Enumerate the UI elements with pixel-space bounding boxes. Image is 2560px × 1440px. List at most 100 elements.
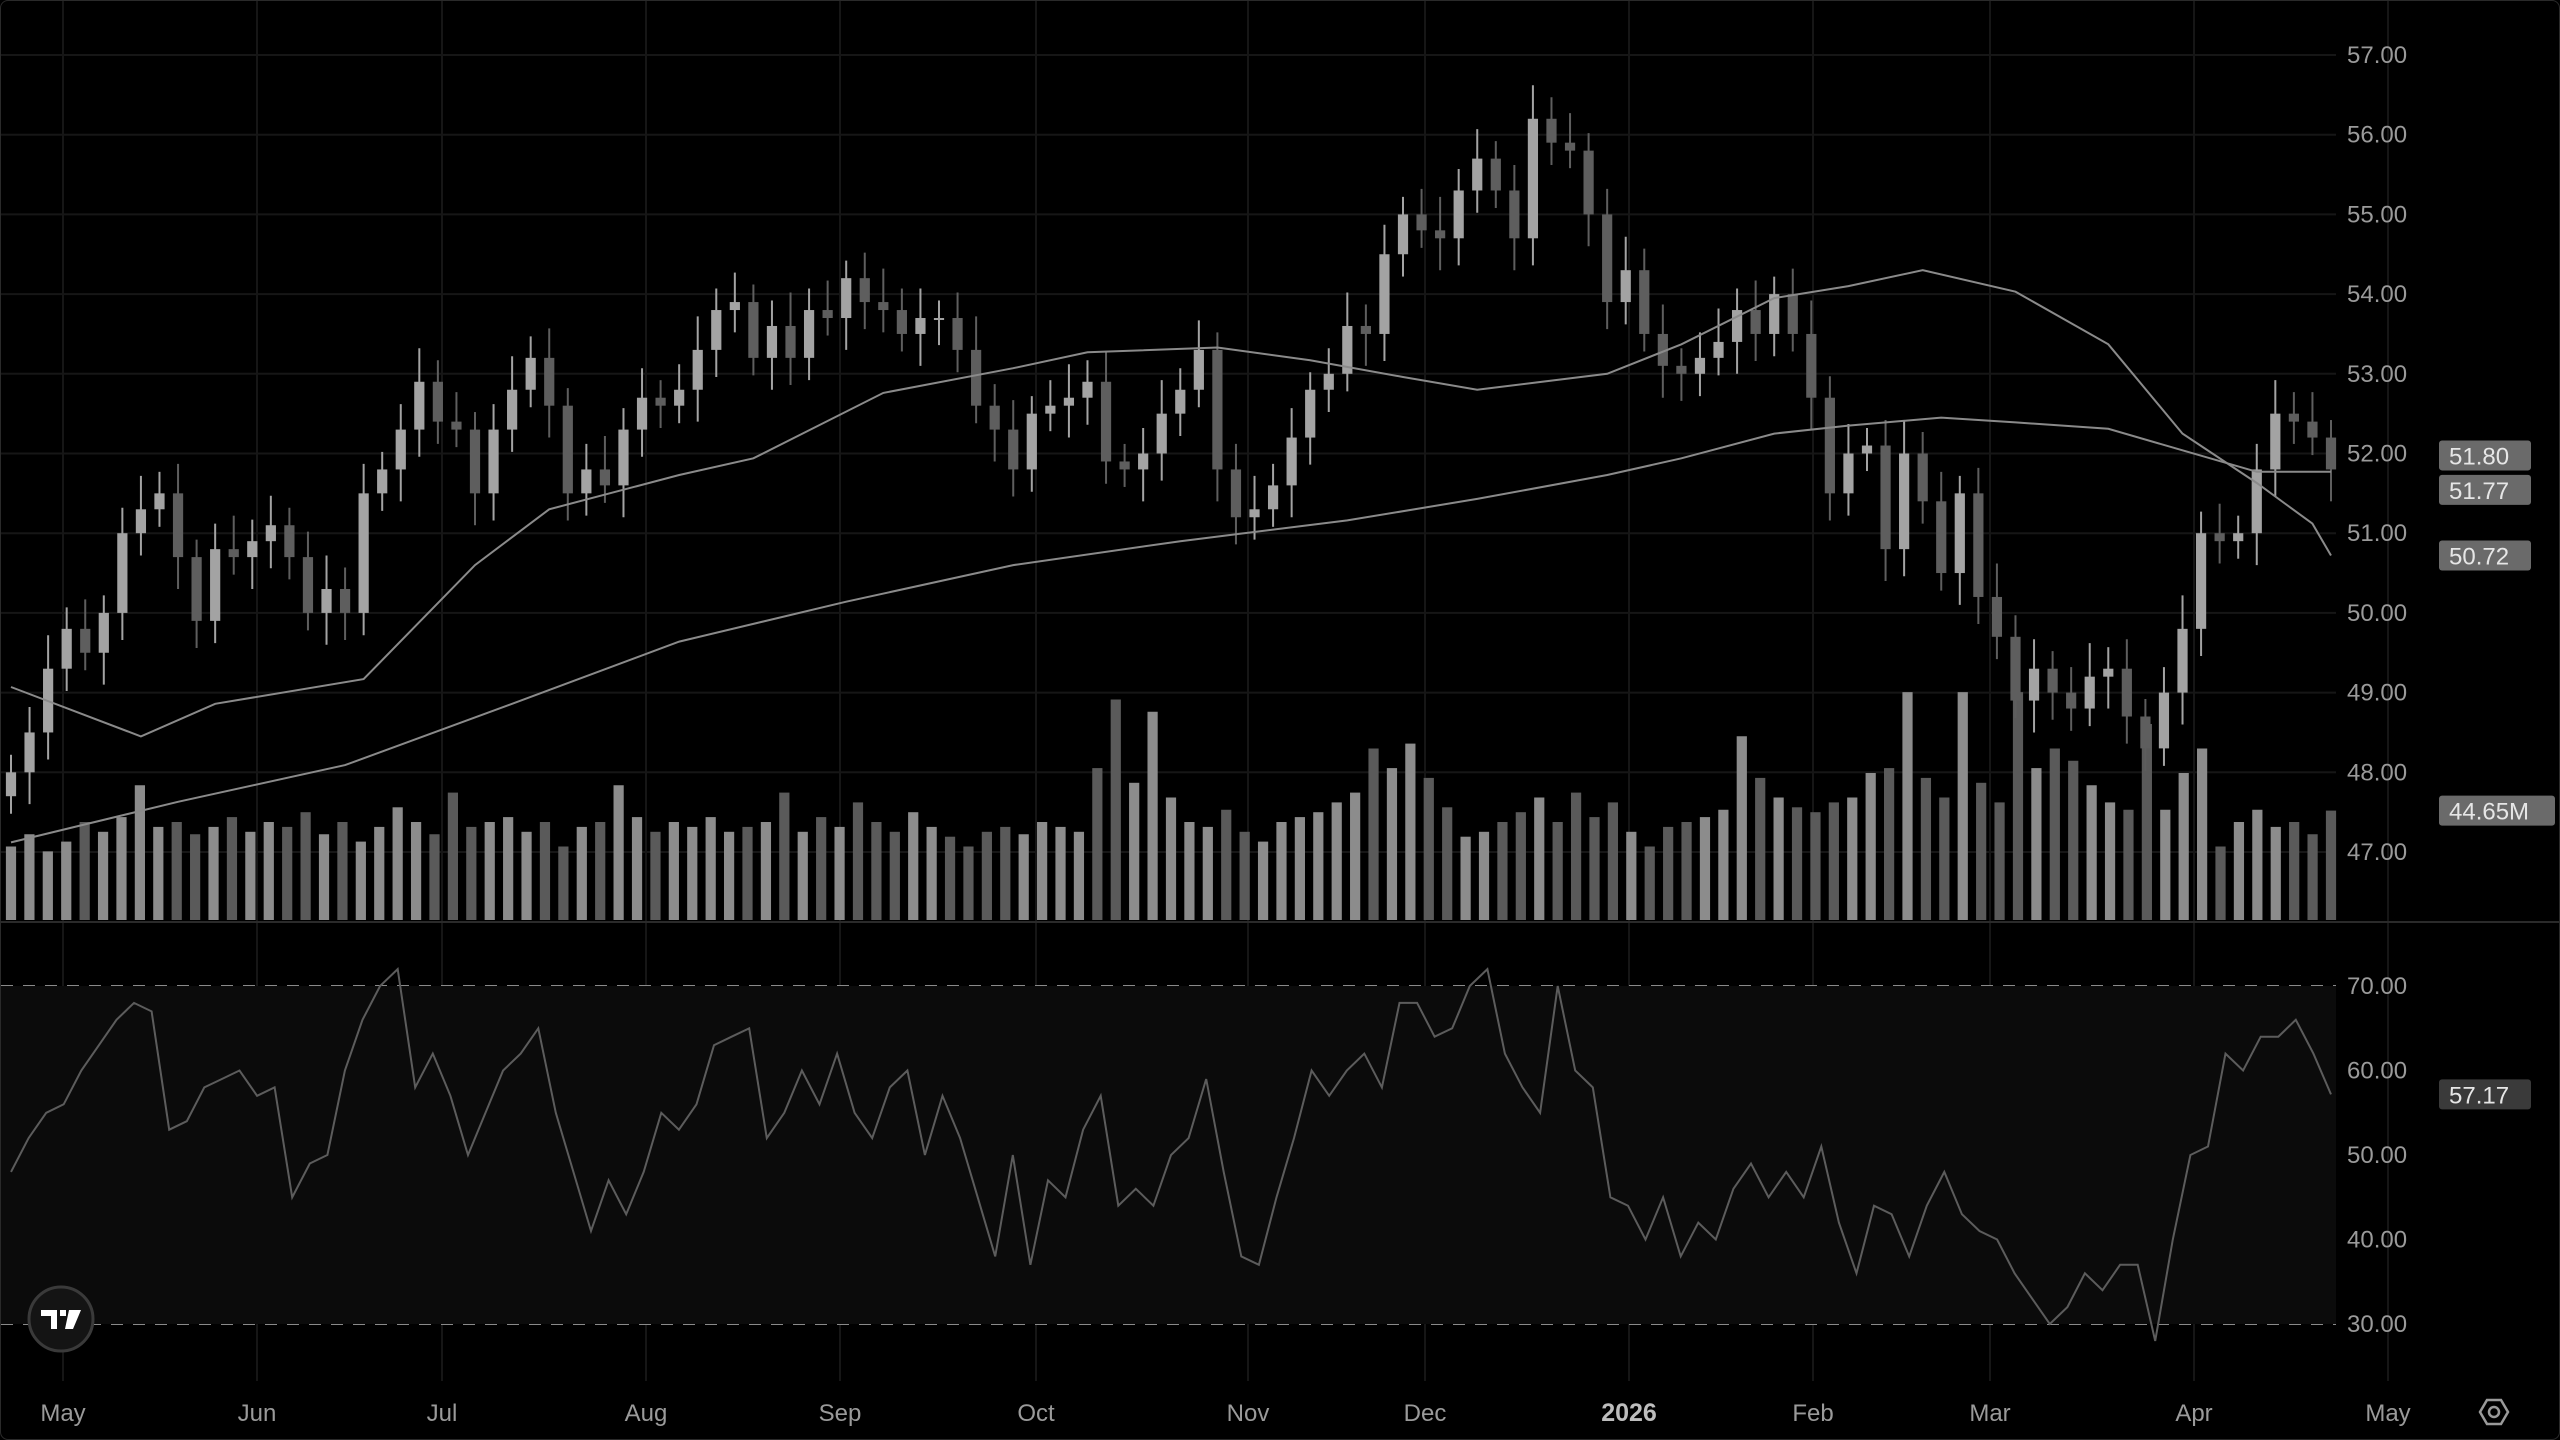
volume-bar: [1497, 822, 1508, 920]
candle-body: [1397, 214, 1409, 255]
candle-body: [1082, 381, 1093, 398]
x-tick-label: Jul: [427, 1400, 458, 1427]
candle: [915, 288, 926, 366]
candle: [1119, 443, 1130, 487]
volume-bar: [2307, 834, 2318, 920]
price-tick-label: 57.00: [2347, 42, 2407, 69]
volume-bar: [1865, 773, 1876, 920]
volume-bar: [1405, 743, 1416, 920]
candle-body: [61, 628, 72, 669]
candle-body: [1416, 214, 1427, 231]
settings-gear-icon[interactable]: [2478, 1398, 2510, 1426]
ma-fast-last-label: 50.72: [2439, 540, 2531, 571]
candle-body: [748, 302, 759, 358]
candle: [1416, 188, 1427, 248]
candle-body: [2103, 668, 2114, 677]
x-tick-label: May: [2365, 1400, 2410, 1427]
candle-body: [1008, 429, 1019, 470]
candle: [1899, 420, 1910, 577]
price-tick-label: 51.00: [2347, 520, 2407, 547]
volume-bar: [1883, 768, 1895, 920]
volume-bar: [1994, 802, 2005, 920]
tradingview-logo[interactable]: [27, 1285, 95, 1353]
volume-bar: [1681, 822, 1692, 920]
candle: [674, 364, 685, 424]
volume-bar: [797, 831, 808, 920]
volume-bar: [1000, 826, 1011, 920]
candle: [1954, 475, 1965, 605]
candle: [952, 292, 963, 373]
volume-bar: [392, 807, 403, 920]
volume-bar: [447, 792, 459, 920]
volume-bar: [1055, 826, 1066, 920]
volume-bar: [1939, 797, 1950, 920]
rsi-tick-label: 70.00: [2347, 973, 2407, 1000]
candle-body: [284, 525, 295, 558]
candle-body: [1861, 445, 1873, 454]
volume-bar: [484, 822, 495, 920]
candle-body: [1212, 349, 1223, 470]
x-tick-label: Nov: [1227, 1400, 1270, 1427]
candle-body: [785, 325, 796, 358]
x-tick-label: May: [40, 1400, 85, 1427]
volume-bar: [2104, 802, 2116, 920]
volume-bar: [2068, 760, 2079, 920]
candle-body: [507, 389, 518, 430]
volume-bar: [1386, 768, 1398, 920]
candle-body: [1806, 333, 1817, 398]
candle: [971, 316, 982, 424]
candle: [1472, 129, 1483, 213]
candle-body: [618, 429, 629, 486]
candle: [1175, 368, 1186, 436]
rsi-tick-label: 30.00: [2347, 1311, 2407, 1338]
candle-body: [1249, 509, 1260, 518]
volume-bar: [1755, 777, 1766, 920]
candle-body: [117, 533, 128, 613]
volume-bar: [779, 792, 790, 920]
candle-body: [2047, 668, 2058, 693]
candle-body: [135, 509, 147, 534]
candle-body: [1713, 341, 1724, 358]
candle: [1564, 113, 1576, 169]
candle-body: [98, 612, 109, 653]
x-tick-label: Jun: [238, 1400, 277, 1427]
candle-body: [859, 278, 870, 303]
volume-bar: [1460, 836, 1471, 920]
candle-body: [2251, 469, 2262, 534]
candle-body: [1843, 453, 1854, 494]
candle: [1546, 97, 1557, 165]
candle: [432, 360, 443, 444]
volume-bar: [2031, 768, 2042, 920]
volume-bar: [1515, 812, 1526, 920]
volume-bar: [503, 817, 514, 920]
volume-last-label: 44.65M: [2439, 795, 2555, 826]
candle: [172, 463, 184, 589]
volume-bars: [5, 692, 2337, 920]
candle-body: [5, 772, 17, 797]
candle: [395, 404, 406, 502]
candle: [1694, 332, 1706, 397]
candle: [803, 288, 815, 381]
volume-bar: [1478, 831, 1490, 920]
volume-bar: [61, 841, 72, 920]
candle-body: [1026, 413, 1037, 470]
candle-body: [321, 588, 332, 613]
volume-bar: [723, 831, 735, 920]
candle: [1787, 268, 1798, 352]
candle: [1676, 348, 1687, 401]
volume-bar: [2141, 724, 2152, 920]
volume-bar: [2233, 822, 2245, 920]
x-tick-label: Feb: [1792, 1400, 1833, 1427]
candle-body: [2121, 668, 2132, 717]
candle-body: [1267, 485, 1279, 510]
x-tick-label: Mar: [1969, 1400, 2010, 1427]
candle: [339, 567, 351, 640]
rsi-pane: [10, 967, 2332, 1342]
x-tick-label: Aug: [625, 1400, 668, 1427]
candle-body: [1731, 310, 1743, 342]
ma-slow-last-label: 51.77: [2439, 474, 2531, 505]
volume-bar: [1736, 736, 1747, 920]
candle: [1527, 85, 1539, 266]
candle: [1880, 420, 1891, 582]
